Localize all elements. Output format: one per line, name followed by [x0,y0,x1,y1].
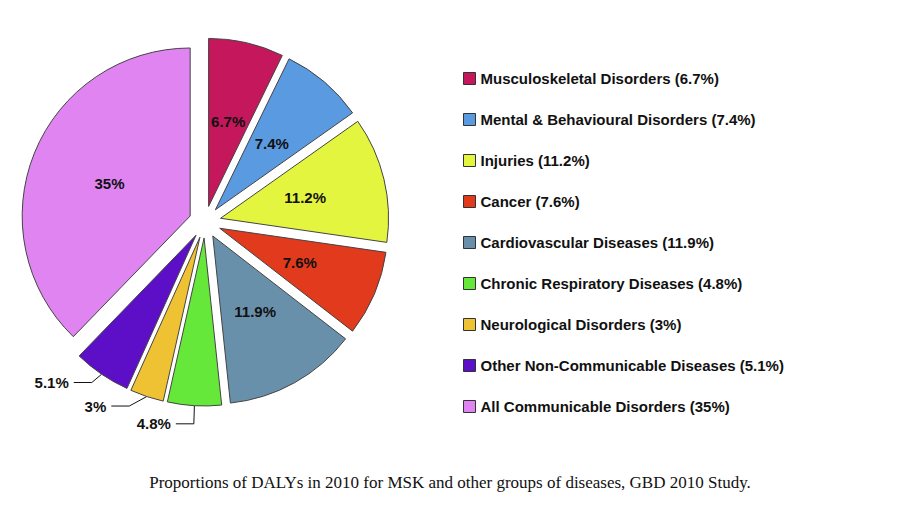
svg-text:All Communicable Disorders (35: All Communicable Disorders (35%) [481,398,730,415]
svg-text:3%: 3% [85,398,107,415]
svg-text:11.2%: 11.2% [284,189,326,206]
svg-text:11.9%: 11.9% [234,303,276,320]
svg-text:Proportions of DALYs in 2010 f: Proportions of DALYs in 2010 for MSK and… [149,473,751,492]
svg-text:5.1%: 5.1% [35,374,69,391]
svg-text:Cardiovascular Diseases (11.9%: Cardiovascular Diseases (11.9%) [481,234,714,251]
svg-text:7.6%: 7.6% [283,254,317,271]
svg-text:4.8%: 4.8% [137,415,171,432]
svg-text:7.4%: 7.4% [255,135,289,152]
svg-text:Neurological Disorders (3%): Neurological Disorders (3%) [481,316,682,333]
svg-text:Cancer (7.6%): Cancer (7.6%) [481,193,580,210]
svg-text:35%: 35% [95,175,125,192]
svg-text:Musculoskeletal Disorders (6.7: Musculoskeletal Disorders (6.7%) [481,70,719,87]
svg-text:6.7%: 6.7% [211,113,245,130]
svg-text:Injuries (11.2%): Injuries (11.2%) [481,152,590,169]
svg-text:Other Non-Communicable Disease: Other Non-Communicable Diseases (5.1%) [481,357,784,374]
svg-text:Mental & Behavioural Disorders: Mental & Behavioural Disorders (7.4%) [481,111,756,128]
svg-text:Chronic Respiratory Diseases (: Chronic Respiratory Diseases (4.8%) [481,275,743,292]
